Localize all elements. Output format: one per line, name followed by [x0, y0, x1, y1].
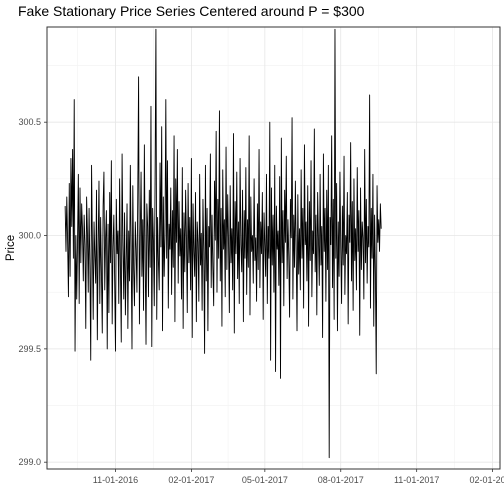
plot-border	[46, 26, 501, 470]
x-tick-label: 02-01-2017	[168, 475, 214, 485]
y-tick-label: 300.0	[18, 231, 41, 241]
price-series-line	[64, 28, 382, 459]
y-axis-ticks: 299.0 299.5 300.0 300.5	[18, 117, 47, 467]
chart-title: Fake Stationary Price Series Centered ar…	[18, 3, 365, 19]
x-tick-label: 11-01-2016	[93, 475, 138, 485]
x-tick-label: 05-01-2017	[242, 475, 288, 485]
y-tick-label: 299.5	[18, 344, 41, 354]
x-axis-ticks: 11-01-2016 02-01-2017 05-01-2017 08-01-2017…	[93, 469, 504, 485]
y-tick-label: 299.0	[18, 457, 41, 467]
x-tick-label: 02-01-2018	[470, 475, 504, 485]
x-tick-label: 08-01-2017	[318, 475, 364, 485]
y-tick-label: 300.5	[18, 117, 41, 127]
x-tick-label: 11-01-2017	[394, 475, 439, 485]
